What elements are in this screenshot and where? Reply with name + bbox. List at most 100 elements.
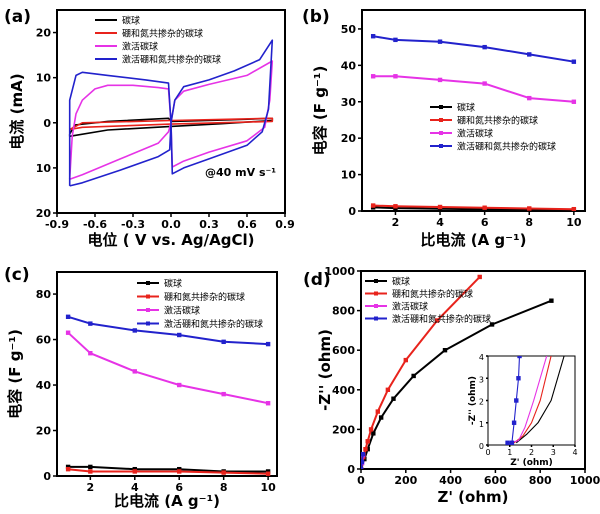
plot-frame <box>487 355 576 446</box>
x-tick-label: 600 <box>484 474 507 487</box>
y-axis-label: -Z'' (ohm) <box>316 329 334 411</box>
legend-item: 硼和氮共掺杂的碳球 <box>365 288 473 300</box>
plot-frame <box>361 9 586 212</box>
y-tick-label: 80 <box>36 288 52 301</box>
data-point <box>511 420 517 425</box>
legend-item: 激活硼和氮共掺杂的碳球 <box>95 54 221 66</box>
legend-marker <box>146 281 150 285</box>
y-tick-label: 1 <box>479 420 484 429</box>
data-point <box>437 39 443 44</box>
y-tick-label: 0 <box>348 205 356 218</box>
data-point <box>370 74 376 79</box>
legend-label: 激活碳球 <box>392 301 428 313</box>
legend-item: 硼和氮共掺杂的碳球 <box>137 291 245 303</box>
x-tick-label: 10 <box>566 216 582 229</box>
x-tick-label: 8 <box>220 481 228 494</box>
y-tick-label: 0 <box>479 442 484 451</box>
data-point <box>437 77 443 83</box>
x-axis-label: 电位 ( V vs. Ag/AgCl) <box>88 231 255 249</box>
legend-item: 激活碳球 <box>137 305 200 317</box>
y-tick-label: 40 <box>341 59 357 72</box>
legend-item: 碳球 <box>430 102 475 114</box>
y-tick-label: 0 <box>43 470 51 483</box>
legend-marker <box>374 279 378 283</box>
x-tick-label: 0.0 <box>161 218 181 231</box>
legend-label: 激活硼和氮共掺杂的碳球 <box>164 318 263 330</box>
series-line <box>68 465 269 473</box>
legend-item: 碳球 <box>365 276 410 288</box>
panel-label: (c) <box>4 265 30 285</box>
x-axis-label: Z' (ohm) <box>437 488 508 506</box>
series-line <box>509 356 548 444</box>
x-tick-label: 2 <box>529 448 534 457</box>
x-tick-label: 2 <box>392 216 400 229</box>
data-point <box>391 396 396 401</box>
x-tick-label: 4 <box>572 448 577 457</box>
data-point <box>403 357 408 363</box>
series-line <box>373 75 574 103</box>
legend-label: 激活硼和氮共掺杂的碳球 <box>122 54 221 66</box>
data-point <box>514 398 519 403</box>
x-tick-label: 3 <box>551 448 556 457</box>
legend-label: 碳球 <box>164 278 182 290</box>
data-point <box>132 469 137 474</box>
legend-marker <box>374 316 378 321</box>
data-point <box>361 459 365 465</box>
data-point <box>132 328 137 333</box>
data-point <box>221 391 226 397</box>
y-tick-label: 20 <box>341 132 357 145</box>
panel-a: -0.9 -0.6 -0.3 0.0 0.3 0.6 0.9 20 10 0 10 20 碳球硼和氮共掺… <box>4 7 295 249</box>
inset-x-axis-label: Z' (ohm) <box>510 458 553 468</box>
data-point <box>527 52 532 57</box>
data-point <box>393 74 398 79</box>
data-point <box>549 298 554 303</box>
y-tick-label: 10 <box>341 169 357 182</box>
data-point <box>65 314 71 320</box>
data-point <box>571 99 577 104</box>
data-point <box>393 204 398 209</box>
data-point <box>527 206 532 211</box>
series-line <box>67 468 269 475</box>
legend-item: 激活硼和氮共掺杂的碳球 <box>430 141 556 153</box>
data-point <box>65 330 71 335</box>
data-point <box>370 34 376 39</box>
data-point <box>177 332 182 338</box>
x-tick-label: -0.3 <box>121 218 145 231</box>
legend-item: 硼和氮共掺杂的碳球 <box>430 115 538 127</box>
legend-item: 激活碳球 <box>430 128 493 140</box>
legend-item: 碳球 <box>137 278 182 290</box>
data-point <box>221 470 226 475</box>
panel-label: (b) <box>302 7 330 27</box>
legend-marker <box>146 308 150 312</box>
legend-marker <box>439 144 443 148</box>
legend-label: 硼和氮共掺杂的碳球 <box>164 291 245 303</box>
data-point <box>517 356 522 359</box>
x-tick-label: -0.9 <box>45 218 69 231</box>
inset-y-axis-label: -Z'' (ohm) <box>468 376 478 425</box>
x-tick-label: 8 <box>525 216 533 229</box>
series-line <box>67 315 269 346</box>
data-point <box>527 95 532 101</box>
data-point <box>132 466 137 472</box>
data-point <box>361 451 365 457</box>
data-point <box>88 350 93 356</box>
x-tick-label: 0.3 <box>199 218 219 231</box>
x-tick-label: 1000 <box>570 474 600 487</box>
y-axis-label: 电容 (F g⁻¹) <box>6 329 24 419</box>
y-tick-label: 20 <box>36 425 52 438</box>
y-tick-label: 1000 <box>324 265 355 278</box>
x-tick-label: 800 <box>529 474 552 487</box>
legend-label: 激活碳球 <box>164 305 200 317</box>
x-tick-label: 6 <box>175 481 183 494</box>
data-point <box>509 440 515 445</box>
series-line <box>515 356 565 444</box>
y-tick-label: 0 <box>43 117 51 130</box>
legend-marker <box>374 291 378 296</box>
data-point <box>371 431 376 436</box>
legend-label: 激活硼和氮共掺杂的碳球 <box>392 313 491 325</box>
y-tick-label: 30 <box>341 96 357 109</box>
scan-rate-annotation: @40 mV s⁻¹ <box>205 166 276 179</box>
data-point <box>361 466 364 469</box>
legend-label: 碳球 <box>392 276 410 288</box>
